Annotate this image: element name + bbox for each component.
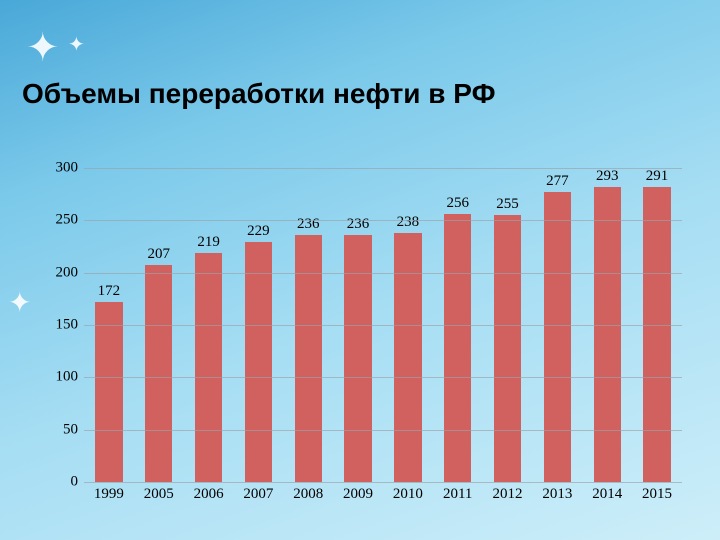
bar-value-label: 255 (496, 196, 519, 213)
x-axis-label: 2007 (233, 486, 283, 508)
bar (195, 253, 222, 482)
x-axis-label: 2009 (333, 486, 383, 508)
bar (444, 214, 471, 482)
bar (95, 302, 122, 482)
grid-line (84, 482, 682, 483)
grid-line (84, 377, 682, 378)
x-axis-label: 2006 (184, 486, 234, 508)
chart-title: Объемы переработки нефти в РФ (22, 78, 698, 110)
star-icon: ✦ (8, 286, 31, 320)
grid-line (84, 430, 682, 431)
x-axis-label: 2013 (532, 486, 582, 508)
bar (394, 233, 421, 482)
star-icon: ✦ (26, 24, 60, 71)
x-axis-label: 2010 (383, 486, 433, 508)
x-axis-label: 2015 (632, 486, 682, 508)
bar (544, 192, 571, 482)
x-axis-label: 2011 (433, 486, 483, 508)
star-icon: ✦ (68, 32, 85, 57)
y-axis-label: 0 (40, 474, 78, 491)
y-axis-label: 250 (40, 212, 78, 229)
chart-xaxis: 1999200520062007200820092010201120122013… (84, 486, 682, 508)
bar-chart: 172 207 219 229 236 236 238 256 255 277 293 291 199… (40, 168, 688, 508)
bar-value-label: 277 (546, 173, 569, 190)
y-axis-label: 150 (40, 317, 78, 334)
grid-line (84, 168, 682, 169)
x-axis-label: 2008 (283, 486, 333, 508)
grid-line (84, 325, 682, 326)
x-axis-label: 2014 (582, 486, 632, 508)
x-axis-label: 2005 (134, 486, 184, 508)
bar-value-label: 219 (197, 234, 220, 251)
bar-value-label: 293 (596, 168, 619, 185)
y-axis-label: 50 (40, 421, 78, 438)
bar (145, 265, 172, 482)
bar (245, 242, 272, 482)
y-axis-label: 300 (40, 160, 78, 177)
y-axis-label: 200 (40, 264, 78, 281)
bar-value-label: 291 (646, 168, 669, 185)
bar (494, 215, 521, 482)
bar (643, 187, 670, 482)
bar-value-label: 236 (297, 216, 320, 233)
x-axis-label: 2012 (483, 486, 533, 508)
y-axis-label: 100 (40, 369, 78, 386)
bar-value-label: 256 (446, 195, 469, 212)
bar-value-label: 236 (347, 216, 370, 233)
bar-value-label: 229 (247, 223, 270, 240)
grid-line (84, 273, 682, 274)
bar-value-label: 207 (147, 246, 170, 263)
slide: ✦ ✦ ✦ Объемы переработки нефти в РФ 172 2… (0, 0, 720, 540)
grid-line (84, 220, 682, 221)
chart-plot: 172 207 219 229 236 236 238 256 255 277 293 291 (84, 168, 682, 482)
bar-value-label: 172 (98, 283, 121, 300)
bar (594, 187, 621, 482)
x-axis-label: 1999 (84, 486, 134, 508)
bar-value-label: 238 (397, 214, 420, 231)
